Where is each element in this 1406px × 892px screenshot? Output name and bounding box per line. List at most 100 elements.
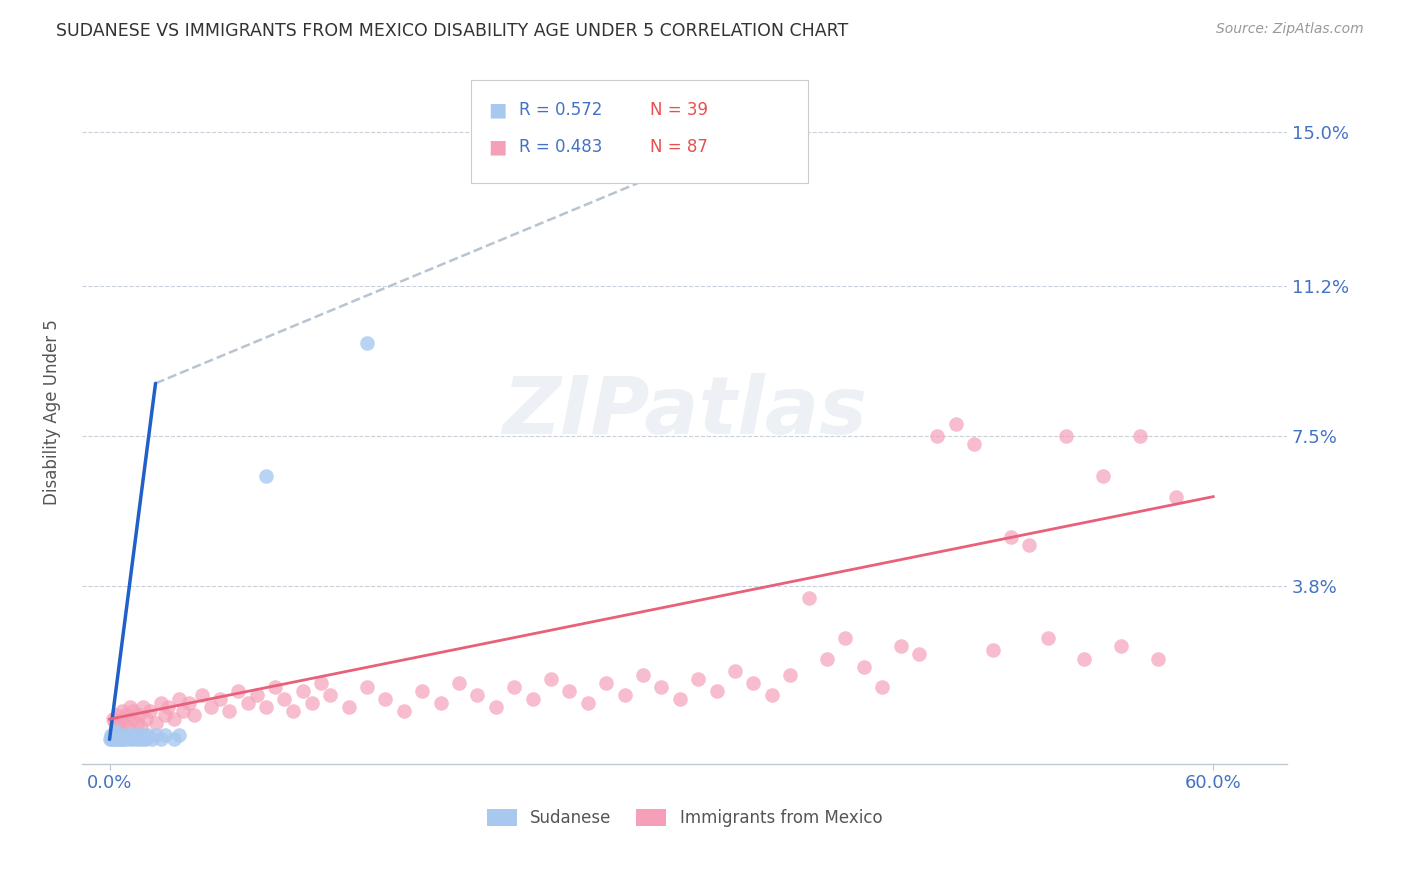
Text: SUDANESE VS IMMIGRANTS FROM MEXICO DISABILITY AGE UNDER 5 CORRELATION CHART: SUDANESE VS IMMIGRANTS FROM MEXICO DISAB… [56,22,848,40]
Point [105,708,128,723]
Point [104,724,127,739]
Point [98,732,121,747]
Point [834,632,856,646]
Point [141,732,163,747]
Point [110,732,132,747]
Point [172,704,194,718]
Point [115,708,138,723]
Point [107,728,129,742]
Point [779,667,801,681]
Point [104,732,127,747]
Point [111,728,134,742]
Point [157,700,180,714]
Point [1129,429,1152,443]
Point [134,728,156,742]
Text: ■: ■ [488,137,506,157]
Point [127,728,149,742]
Point [112,732,135,747]
Point [1147,651,1170,665]
Point [118,732,141,747]
Point [111,732,134,747]
Point [107,732,129,747]
Point [522,692,544,706]
Point [153,708,176,723]
Point [706,684,728,698]
Point [118,700,141,714]
Point [129,720,152,734]
Point [103,732,125,747]
Point [110,728,132,742]
Point [981,643,1004,657]
Point [177,696,200,710]
Y-axis label: Disability Age Under 5: Disability Age Under 5 [44,318,60,505]
Text: N = 39: N = 39 [650,101,707,119]
Legend: Sudanese, Immigrants from Mexico: Sudanese, Immigrants from Mexico [479,803,889,834]
Point [135,712,157,726]
Point [124,728,146,742]
Point [540,672,562,686]
Point [392,704,415,718]
Point [963,437,986,451]
Point [100,732,122,747]
Point [688,672,710,686]
Point [218,704,240,718]
Point [1036,632,1059,646]
Point [301,696,323,710]
Point [613,688,636,702]
Point [254,700,277,714]
Point [447,675,470,690]
Point [121,712,143,726]
Point [153,728,176,742]
Point [131,700,153,714]
Point [1018,538,1040,552]
Point [135,732,157,747]
Point [136,728,159,742]
Point [356,335,378,350]
Point [503,680,526,694]
Point [226,684,249,698]
Point [889,640,911,654]
Point [139,704,162,718]
Point [104,716,127,731]
Point [103,712,125,726]
Point [264,680,287,694]
Point [122,704,145,718]
Point [107,720,129,734]
Point [411,684,433,698]
Point [761,688,783,702]
Point [1091,469,1114,483]
Point [104,728,127,742]
Point [236,696,259,710]
Point [908,648,931,662]
Point [668,692,690,706]
Point [115,732,138,747]
Point [273,692,295,706]
Point [127,732,149,747]
Point [1109,640,1132,654]
Point [169,728,191,742]
Point [111,704,134,718]
Point [110,712,132,726]
Point [1166,490,1188,504]
Text: N = 87: N = 87 [650,138,707,156]
Point [100,728,122,742]
Point [724,664,747,678]
Point [485,700,508,714]
Point [1073,651,1095,665]
Point [291,684,314,698]
Point [254,469,277,483]
Point [105,728,128,742]
Point [283,704,305,718]
Point [131,732,153,747]
Point [246,688,269,702]
Point [150,732,173,747]
Point [631,667,654,681]
Point [150,696,173,710]
Point [127,716,149,731]
Point [945,417,967,431]
Point [128,732,150,747]
Point [129,728,152,742]
Point [208,692,231,706]
Text: Source: ZipAtlas.com: Source: ZipAtlas.com [1216,22,1364,37]
Point [1000,530,1022,544]
